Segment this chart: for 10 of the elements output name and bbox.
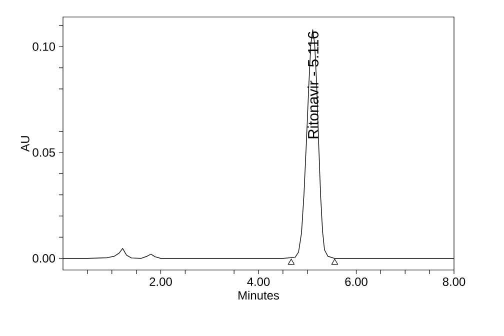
y-tick-label: 0.00 <box>32 254 56 263</box>
y-tick-label: 0.05 <box>32 148 55 157</box>
x-tick-label: 2.00 <box>150 278 172 286</box>
x-axis-title: Minutes <box>238 290 279 300</box>
x-tick-label: 8.00 <box>442 278 466 286</box>
annotation: Ritonavir - 5.116 <box>308 32 319 138</box>
y-axis-title: AU <box>21 136 30 152</box>
x-tick-label: 4.00 <box>247 278 270 286</box>
x-tick-label: 6.00 <box>345 278 368 286</box>
y-tick-label: 0.10 <box>32 42 56 51</box>
